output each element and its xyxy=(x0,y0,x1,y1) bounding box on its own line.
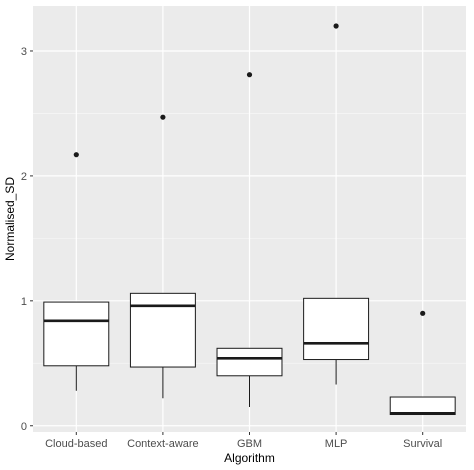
x-axis: Cloud-based Context-aware GBM MLP Survival xyxy=(45,432,442,450)
box-iqr xyxy=(216,347,283,377)
outlier-point xyxy=(246,72,253,78)
box-iqr xyxy=(43,301,110,367)
x-tick-label: MLP xyxy=(325,438,348,450)
box-context-aware xyxy=(129,114,196,399)
outlier-point xyxy=(420,310,426,316)
x-tick-label: Context-aware xyxy=(127,438,199,450)
box-iqr xyxy=(129,292,196,368)
x-tick-label: GBM xyxy=(237,438,262,450)
y-tick-label: 3 xyxy=(21,46,27,58)
x-axis-title: Algorithm xyxy=(224,451,275,465)
y-tick-label: 1 xyxy=(21,296,27,308)
y-tick-label: 0 xyxy=(21,421,27,433)
y-tick-label: 2 xyxy=(21,171,27,183)
outlier-point xyxy=(73,152,79,158)
boxes-layer xyxy=(43,23,456,416)
y-axis: 0 1 2 3 xyxy=(21,46,33,433)
box-iqr xyxy=(389,396,456,416)
outlier-point xyxy=(333,23,339,29)
box-mlp xyxy=(303,23,370,385)
outlier-point xyxy=(160,114,166,120)
box-cloud-based xyxy=(43,152,110,391)
x-tick-label: Survival xyxy=(403,438,442,450)
y-axis-title: Normalised_SD xyxy=(3,177,17,261)
box-gbm xyxy=(216,72,283,408)
x-tick-label: Cloud-based xyxy=(45,438,107,450)
box-iqr xyxy=(303,297,370,361)
box-survival xyxy=(389,310,456,416)
